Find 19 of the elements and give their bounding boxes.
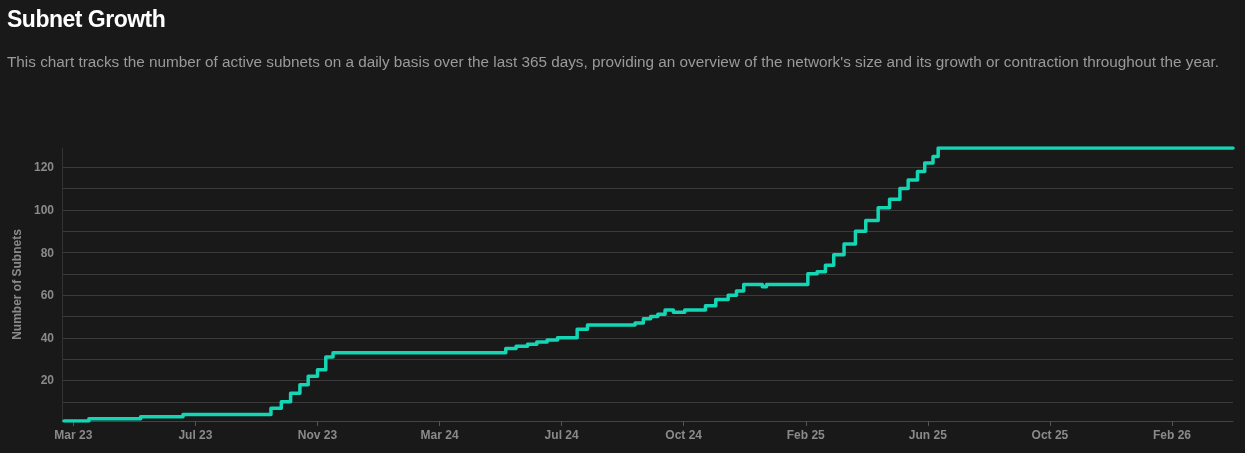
x-tick-label: Jun 25: [908, 428, 948, 442]
chart-title: Subnet Growth: [7, 6, 166, 33]
y-tick-label: 120: [33, 160, 55, 175]
y-tick-label: 100: [33, 202, 55, 217]
y-tick-label: 40: [40, 330, 55, 345]
x-tick-label: Feb 25: [786, 428, 826, 442]
x-tick-label: Jul 23: [178, 428, 213, 442]
x-tick-label: Feb 26: [1152, 428, 1192, 442]
x-tick-label: Oct 25: [1031, 428, 1069, 442]
x-tick-label: Oct 24: [665, 428, 703, 442]
x-tick-label: Mar 23: [54, 428, 93, 442]
chart-subtitle: This chart tracks the number of active subnets on a daily basis over the last 365 days, providing an overview of the network's size and its growth or contraction throughout the year.: [7, 53, 1220, 71]
x-tick-label: Jul 24: [544, 428, 579, 442]
y-tick-label: 80: [40, 245, 55, 260]
y-tick-label: 60: [40, 288, 55, 303]
y-tick-label: 20: [40, 373, 55, 388]
x-tick-label: Mar 24: [420, 428, 459, 442]
y-axis-title: Number of Subnets: [10, 228, 25, 340]
x-tick-label: Nov 23: [297, 428, 338, 442]
